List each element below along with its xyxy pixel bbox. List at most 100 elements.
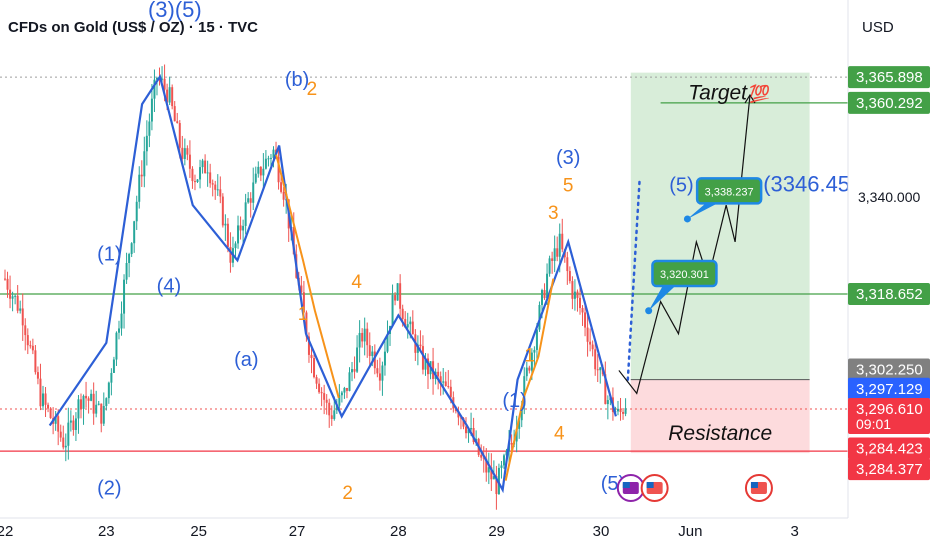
candle-body — [49, 408, 52, 419]
candle-body — [186, 148, 189, 155]
candle-body — [85, 395, 88, 399]
candle-body — [348, 372, 351, 391]
candle-body — [145, 135, 148, 152]
wave-label-orange: 3 — [548, 203, 559, 224]
price-badge-box — [848, 283, 930, 305]
price-badge-box — [848, 398, 930, 435]
candle-body — [320, 392, 323, 394]
candle-body — [97, 403, 100, 405]
candle-body — [26, 335, 29, 346]
callout-box — [695, 177, 763, 205]
candle-body — [356, 347, 359, 372]
wave-label: (1) — [97, 243, 121, 265]
candle-body — [467, 429, 470, 434]
candle-body — [482, 457, 485, 459]
wave-label-orange: 2 — [342, 483, 353, 504]
price-badge: 3,318.652 — [848, 283, 930, 305]
price-badge-text: 3,365.898 — [856, 69, 923, 86]
candle-body — [495, 476, 498, 495]
candle-body — [39, 378, 42, 407]
price-badge-box — [848, 66, 930, 89]
candle-body — [394, 295, 397, 301]
candle-body — [391, 295, 394, 326]
candle-body — [133, 221, 136, 244]
candle-body — [548, 258, 551, 274]
candle-body — [343, 387, 346, 393]
wave-label: (4) — [157, 275, 181, 297]
x-tick-label: 28 — [390, 523, 407, 540]
candle-body — [267, 158, 270, 160]
candle-body — [373, 351, 376, 369]
candle-body — [371, 351, 374, 356]
candle-body — [530, 352, 533, 371]
candle-body — [123, 279, 126, 314]
x-tick-label: Jun — [678, 523, 702, 540]
candle-body — [594, 349, 597, 370]
candle-body — [556, 248, 559, 257]
candle-body — [224, 223, 227, 226]
candle-body — [140, 174, 143, 177]
candle-body — [21, 308, 24, 326]
candle-body — [599, 367, 602, 371]
candle-body — [485, 458, 488, 473]
candle-body — [105, 398, 108, 407]
candle-body — [578, 297, 581, 309]
candle-body — [82, 395, 85, 409]
wave-label: (5) — [669, 174, 693, 196]
candle-body — [404, 319, 407, 328]
candle-body — [310, 354, 313, 359]
candle-body — [280, 182, 283, 192]
candle-body — [31, 345, 34, 351]
price-badge-box — [848, 358, 930, 381]
candle-body — [300, 285, 303, 293]
x-tick-label: 23 — [98, 523, 115, 540]
callout-value: 3,320.301 — [660, 269, 709, 281]
candle-body — [616, 408, 619, 412]
candle-body — [6, 278, 9, 290]
candle-body — [191, 168, 194, 182]
x-tick-label: 29 — [488, 523, 505, 540]
candle-body — [472, 428, 475, 443]
candle-body — [125, 263, 128, 280]
candle-body — [9, 289, 12, 299]
us-flag-icon-canton — [646, 482, 654, 488]
candle-body — [14, 295, 17, 297]
candle-body — [338, 395, 341, 406]
candle-body — [120, 313, 123, 329]
candle-body — [138, 174, 141, 202]
candle-body — [59, 431, 62, 438]
candle-body — [219, 189, 222, 197]
candle-body — [528, 367, 531, 371]
wave-label: (3) — [556, 147, 580, 169]
candle-body — [568, 271, 571, 282]
price-badge: 3,284.377 — [848, 458, 930, 481]
candle-body — [102, 406, 105, 424]
candle-body — [490, 467, 493, 480]
candle-body — [596, 369, 599, 371]
candle-body — [24, 325, 27, 336]
candle-body — [239, 225, 242, 231]
candle-body — [386, 333, 389, 352]
candle-body — [204, 160, 207, 174]
price-badge-text: 3,360.292 — [856, 95, 923, 112]
candle-body — [107, 382, 110, 399]
candle-body — [196, 179, 199, 182]
x-tick-label: 27 — [289, 523, 306, 540]
x-tick-label: 3 — [791, 523, 799, 540]
loss-zone — [630, 379, 810, 454]
candle-body — [383, 351, 386, 366]
candle-body — [100, 403, 103, 424]
candle-body — [606, 400, 609, 405]
orange-wave-segment — [504, 278, 555, 481]
candle-body — [234, 243, 237, 249]
candle-body — [525, 367, 528, 377]
chart-title: CFDs on Gold (US$ / OZ) · 15 · TVC — [8, 19, 258, 36]
candle-body — [558, 233, 561, 257]
candle-body — [543, 290, 546, 299]
candle-body — [561, 233, 564, 250]
candle-body — [188, 154, 191, 169]
candle-body — [589, 341, 592, 345]
